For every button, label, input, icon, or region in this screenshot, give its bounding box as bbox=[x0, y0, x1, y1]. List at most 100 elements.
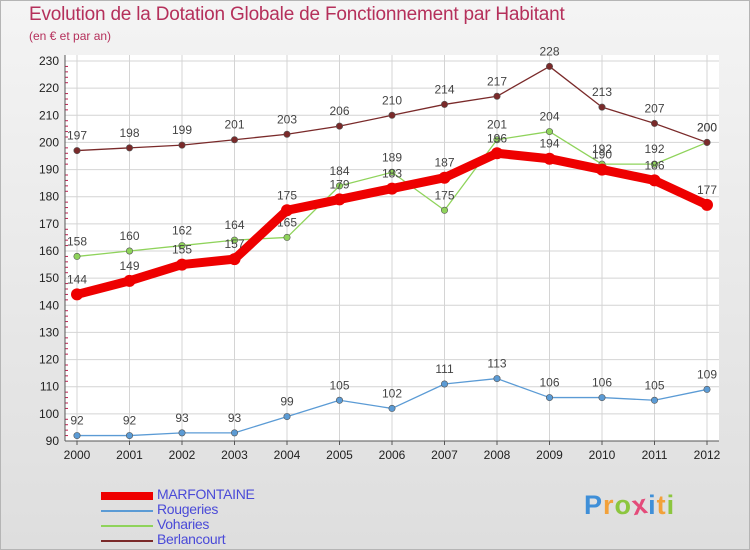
y-tick-label: 120 bbox=[39, 353, 59, 367]
data-label: 105 bbox=[644, 378, 664, 392]
y-tick-label: 160 bbox=[39, 244, 59, 258]
data-point bbox=[493, 92, 501, 100]
data-point bbox=[386, 182, 398, 195]
legend-label: MARFONTAINE bbox=[157, 486, 255, 502]
data-label: 186 bbox=[644, 158, 664, 172]
legend-swatch bbox=[101, 492, 153, 500]
series-marfontaine: 144 149 155 157 175 179 183 187 196 194 190 186 177 bbox=[67, 131, 717, 301]
series-berlancourt: 197 198 199 201 203 206 210 214 217 228 213 207 200 bbox=[67, 44, 717, 155]
data-label: 102 bbox=[382, 386, 402, 400]
y-tick-label: 230 bbox=[39, 54, 59, 68]
y-tick-label: 100 bbox=[39, 407, 59, 421]
data-label: 192 bbox=[592, 142, 612, 156]
data-point bbox=[650, 160, 658, 168]
x-tick-label: 2004 bbox=[274, 448, 301, 462]
data-point bbox=[438, 171, 451, 184]
data-point bbox=[335, 182, 343, 190]
x-tick-label: 2006 bbox=[379, 448, 406, 462]
chart-title: Evolution de la Dotation Globale de Fonc… bbox=[29, 4, 565, 25]
data-point bbox=[126, 247, 134, 255]
data-point bbox=[596, 163, 608, 176]
logo-letter: i bbox=[648, 490, 657, 520]
data-label: 99 bbox=[280, 395, 294, 409]
data-label: 111 bbox=[435, 362, 454, 376]
data-point bbox=[178, 429, 186, 437]
data-label: 93 bbox=[175, 411, 189, 425]
data-point bbox=[598, 394, 606, 402]
data-point bbox=[543, 152, 556, 165]
data-label: 228 bbox=[539, 44, 559, 58]
data-point bbox=[703, 138, 711, 146]
data-point bbox=[73, 252, 81, 260]
data-label: 190 bbox=[592, 148, 612, 162]
data-label: 175 bbox=[434, 188, 454, 202]
data-label: 158 bbox=[67, 234, 87, 248]
data-label: 106 bbox=[539, 376, 559, 390]
data-point bbox=[545, 62, 553, 70]
data-label: 149 bbox=[119, 259, 139, 273]
data-point bbox=[650, 119, 658, 127]
data-point bbox=[701, 198, 713, 211]
data-label: 207 bbox=[644, 101, 664, 115]
data-point bbox=[73, 147, 81, 155]
legend-swatch bbox=[101, 510, 153, 512]
logo-letter: i bbox=[666, 490, 676, 520]
data-label: 210 bbox=[382, 93, 402, 107]
x-tick-label: 2003 bbox=[221, 448, 248, 462]
data-point bbox=[281, 204, 293, 217]
y-tick-label: 200 bbox=[39, 135, 59, 149]
data-label: 160 bbox=[119, 229, 139, 243]
data-label: 92 bbox=[70, 414, 84, 428]
logo-letter: t bbox=[656, 490, 667, 520]
data-point bbox=[491, 147, 503, 160]
y-tick-label: 170 bbox=[39, 217, 59, 231]
legend-swatch bbox=[101, 525, 153, 527]
data-point bbox=[388, 404, 396, 412]
data-point bbox=[231, 429, 239, 437]
data-point bbox=[126, 432, 134, 440]
legend-label: Rougeries bbox=[157, 501, 219, 517]
x-tick-label: 2000 bbox=[64, 448, 91, 462]
data-point bbox=[493, 375, 501, 383]
proxiti-logo: Proxiti bbox=[584, 489, 676, 521]
data-label: 203 bbox=[277, 112, 297, 126]
y-tick-label: 110 bbox=[40, 380, 59, 394]
data-label: 155 bbox=[172, 243, 192, 257]
y-tick-label: 130 bbox=[39, 325, 59, 339]
data-point bbox=[176, 258, 188, 271]
data-label: 200 bbox=[697, 120, 717, 134]
x-tick-label: 2012 bbox=[694, 448, 721, 462]
data-point bbox=[283, 233, 291, 241]
data-label: 179 bbox=[329, 177, 349, 191]
y-tick-label: 220 bbox=[39, 81, 59, 95]
data-label: 199 bbox=[172, 123, 192, 137]
x-tick-label: 2001 bbox=[116, 448, 143, 462]
series-rougeries: 92 92 93 93 99 105 102 111 113 106 106 105 109 bbox=[70, 357, 717, 440]
data-label: 162 bbox=[172, 224, 192, 238]
data-point bbox=[123, 274, 136, 287]
data-label: 106 bbox=[592, 376, 612, 390]
data-point bbox=[545, 128, 553, 136]
data-label: 201 bbox=[224, 118, 244, 132]
data-label: 189 bbox=[382, 150, 402, 164]
logo-letter: o bbox=[614, 490, 633, 520]
data-point bbox=[703, 385, 711, 393]
data-point bbox=[335, 396, 343, 404]
y-tick-label: 90 bbox=[46, 434, 60, 448]
data-label: 183 bbox=[382, 167, 402, 181]
data-label: 214 bbox=[434, 82, 454, 96]
data-label: 184 bbox=[329, 164, 349, 178]
data-point bbox=[231, 236, 239, 244]
x-tick-label: 2005 bbox=[326, 448, 353, 462]
data-point bbox=[388, 168, 396, 176]
logo-letter: P bbox=[584, 490, 604, 520]
data-point bbox=[333, 193, 346, 206]
data-label: 144 bbox=[67, 272, 87, 286]
chart-subtitle: (en € et par an) bbox=[29, 29, 112, 43]
data-label: 105 bbox=[329, 378, 349, 392]
data-label: 217 bbox=[487, 74, 507, 88]
legend-swatch bbox=[101, 540, 153, 542]
data-label: 196 bbox=[487, 131, 507, 145]
data-point bbox=[178, 141, 186, 149]
